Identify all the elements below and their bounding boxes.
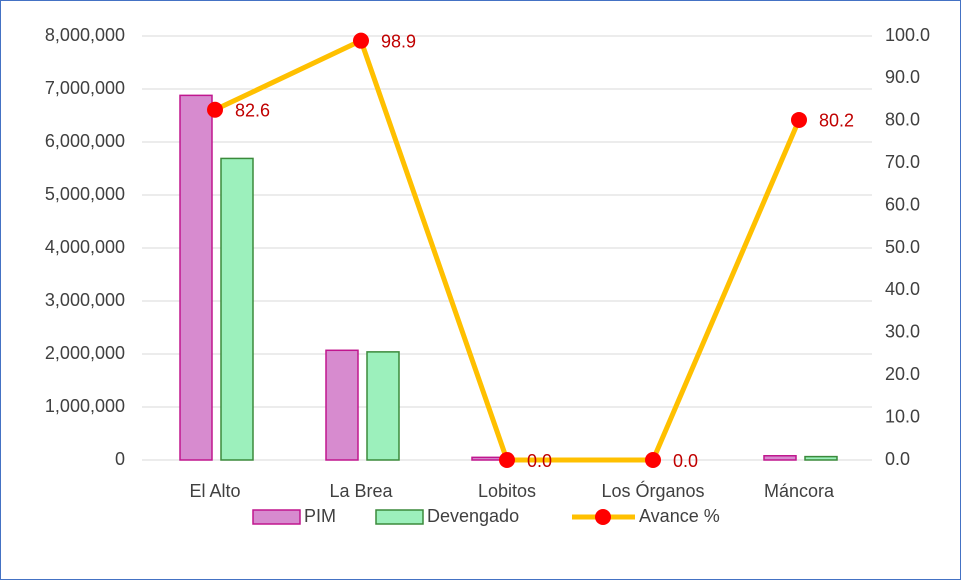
bar <box>179 94 213 461</box>
x-tick-label: El Alto <box>189 481 240 501</box>
y2-tick-label: 50.0 <box>885 237 920 257</box>
data-label: 80.2 <box>819 111 854 131</box>
bar <box>325 349 359 461</box>
y2-tick-label: 10.0 <box>885 406 920 426</box>
y-tick-label: 5,000,000 <box>45 184 125 204</box>
x-tick-label: Máncora <box>764 481 835 501</box>
y-tick-label: 6,000,000 <box>45 131 125 151</box>
y2-tick-label: 100.0 <box>885 25 930 45</box>
bar <box>763 455 797 461</box>
x-tick-label: Lobitos <box>478 481 536 501</box>
legend-label: Devengado <box>427 506 519 526</box>
data-label: 0.0 <box>673 451 698 471</box>
marker <box>207 101 223 118</box>
legend-label: Avance % <box>639 506 720 526</box>
legend-swatch <box>375 509 424 525</box>
legend-marker <box>595 509 611 525</box>
y-tick-label: 4,000,000 <box>45 237 125 257</box>
legend-swatch <box>252 509 301 525</box>
y-tick-label: 8,000,000 <box>45 25 125 45</box>
bar <box>366 351 400 461</box>
data-label: 82.6 <box>235 101 270 121</box>
y2-tick-label: 20.0 <box>885 364 920 384</box>
marker <box>353 32 369 49</box>
marker <box>645 452 661 468</box>
y2-tick-label: 40.0 <box>885 279 920 299</box>
y-tick-label: 2,000,000 <box>45 343 125 363</box>
y-tick-label: 3,000,000 <box>45 290 125 310</box>
y2-tick-label: 60.0 <box>885 194 920 214</box>
data-label: 0.0 <box>527 451 552 471</box>
y-tick-label: 0 <box>115 449 125 469</box>
y2-tick-label: 0.0 <box>885 449 910 469</box>
y2-tick-label: 70.0 <box>885 152 920 172</box>
y2-tick-label: 80.0 <box>885 110 920 130</box>
x-tick-label: Los Órganos <box>601 480 704 501</box>
bar <box>804 455 838 461</box>
marker <box>791 111 807 128</box>
x-tick-label: La Brea <box>329 481 393 501</box>
y-tick-label: 7,000,000 <box>45 78 125 98</box>
y2-tick-label: 90.0 <box>885 67 920 87</box>
y2-tick-label: 30.0 <box>885 322 920 342</box>
bar <box>220 157 254 461</box>
y-tick-label: 1,000,000 <box>45 396 125 416</box>
data-label: 98.9 <box>381 31 416 51</box>
marker <box>499 452 515 468</box>
legend-label: PIM <box>304 506 336 526</box>
